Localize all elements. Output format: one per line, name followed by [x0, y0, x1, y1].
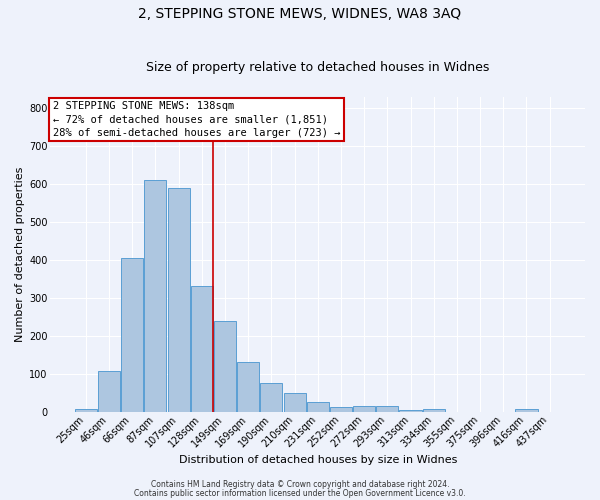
Bar [376, 406, 398, 411]
Bar [422, 409, 445, 412]
Bar [400, 410, 422, 412]
Bar [98, 371, 120, 412]
Text: 2, STEPPING STONE MEWS, WIDNES, WA8 3AQ: 2, STEPPING STONE MEWS, WIDNES, WA8 3AQ [139, 8, 461, 22]
Bar [284, 392, 305, 411]
Bar [167, 188, 190, 412]
Y-axis label: Number of detached properties: Number of detached properties [15, 166, 25, 342]
Bar [260, 383, 283, 412]
Bar [307, 402, 329, 411]
Bar [121, 258, 143, 412]
Bar [75, 408, 97, 412]
Bar [191, 286, 213, 412]
X-axis label: Distribution of detached houses by size in Widnes: Distribution of detached houses by size … [179, 455, 457, 465]
Bar [515, 408, 538, 412]
Bar [214, 322, 236, 412]
Text: 2 STEPPING STONE MEWS: 138sqm
← 72% of detached houses are smaller (1,851)
28% o: 2 STEPPING STONE MEWS: 138sqm ← 72% of d… [53, 101, 341, 138]
Bar [330, 406, 352, 412]
Text: Contains public sector information licensed under the Open Government Licence v3: Contains public sector information licen… [134, 488, 466, 498]
Bar [353, 406, 375, 411]
Bar [145, 180, 166, 412]
Title: Size of property relative to detached houses in Widnes: Size of property relative to detached ho… [146, 62, 490, 74]
Text: Contains HM Land Registry data © Crown copyright and database right 2024.: Contains HM Land Registry data © Crown c… [151, 480, 449, 489]
Bar [237, 362, 259, 412]
